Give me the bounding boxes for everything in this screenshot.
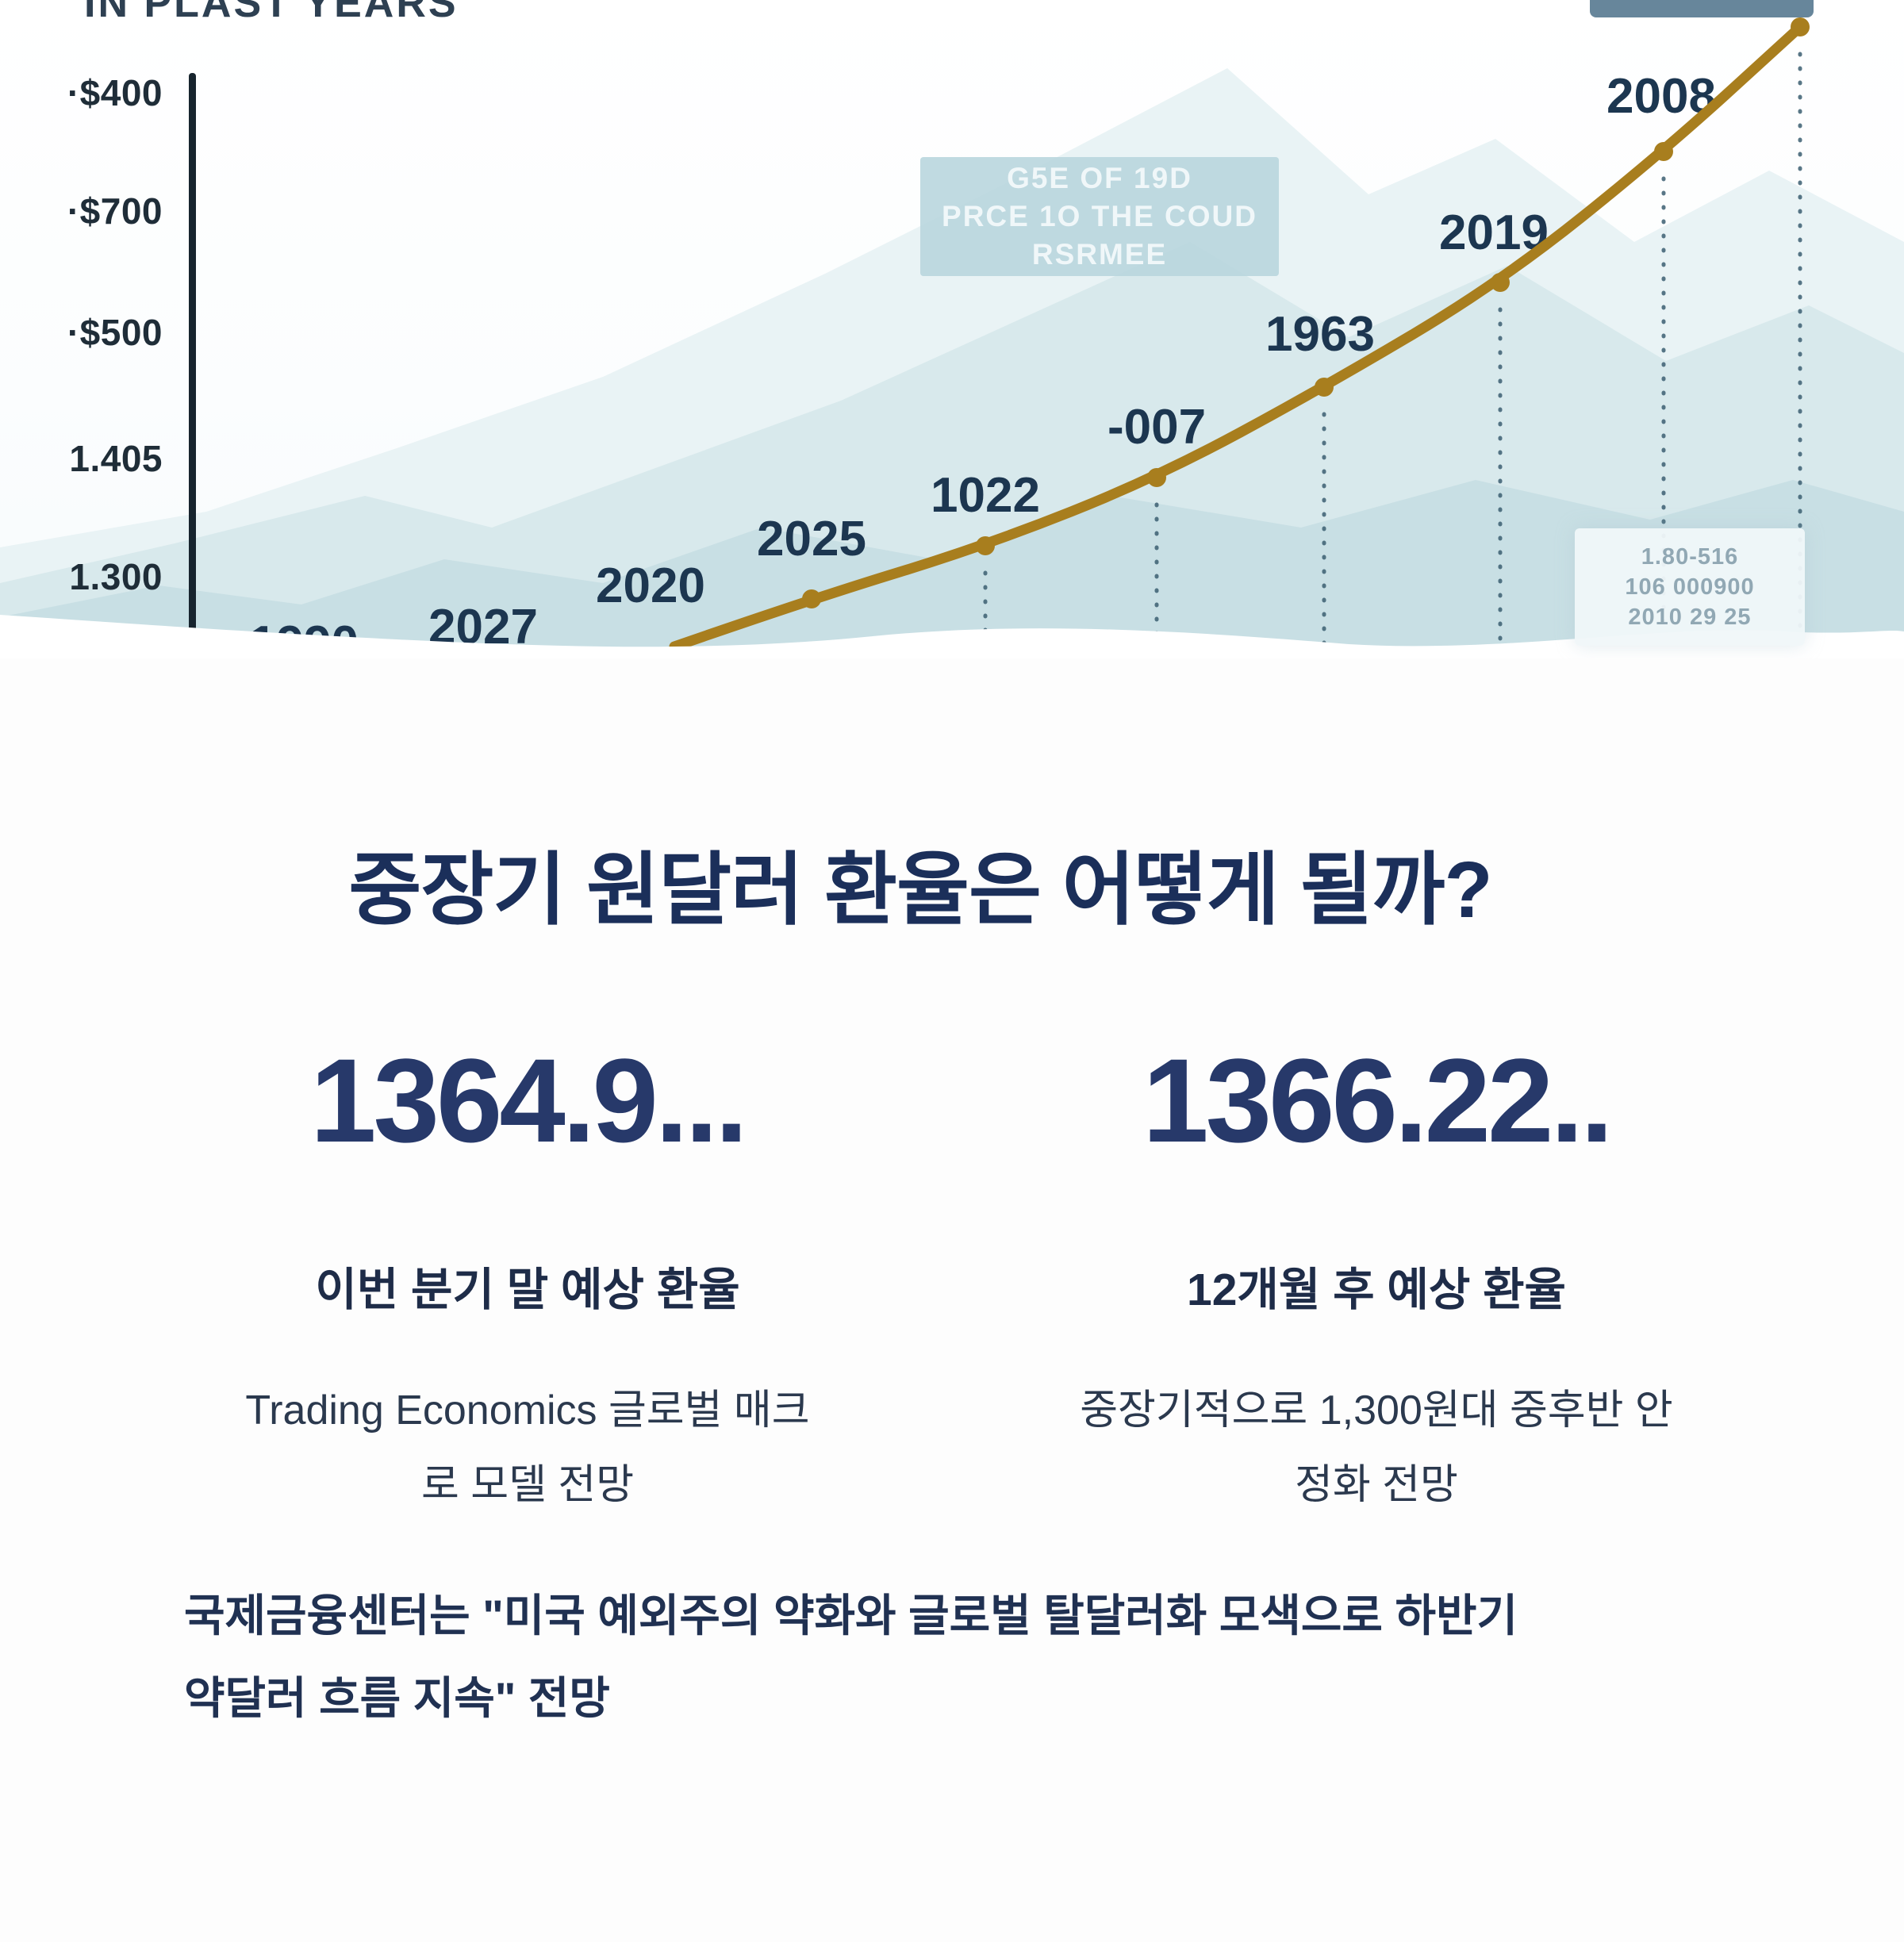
- curve-point-dot: [1654, 142, 1673, 161]
- chart-title: IN PLAST YEARS: [84, 0, 459, 26]
- forecast-desc-quarter-end: Trading Economics 글로벌 매크 로 모델 전망: [119, 1374, 936, 1522]
- curve-point-dot: [976, 536, 995, 555]
- curve-line: [669, 21, 1806, 652]
- y-axis-label: 1.300: [69, 556, 163, 597]
- forecast-card-12-month: 1366.22.. 12개월 후 예상 환율 중장기적으로 1,300원대 중후…: [968, 1041, 1785, 1522]
- annotation-line: PRCE 1O THE COUD: [942, 200, 1257, 232]
- forecast-row: 1364.9... 이번 분기 말 예상 환율 Trading Economic…: [119, 1041, 1785, 1522]
- curve-point-dot: [1147, 468, 1166, 487]
- forecast-desc-12-month: 중장기적으로 1,300원대 중후반 안 정화 전망: [968, 1374, 1785, 1522]
- forecast-value-quarter-end: 1364.9...: [310, 1034, 748, 1167]
- chart-stats-box: 1.80-516 106 000900 2010 29 25: [1575, 528, 1805, 646]
- curve-point-dot: [1315, 378, 1334, 397]
- y-axis-label: 1.405: [69, 438, 163, 479]
- y-axis-label: ·$700: [67, 190, 163, 232]
- year-label: 1963: [1265, 307, 1375, 362]
- analyst-note-line: 국제금융센터는 "미국 예외주의 약화와 글로벌 탈달러화 모색으로 하반기: [184, 1591, 1518, 1641]
- curve-point-dot: [802, 589, 821, 608]
- year-label: 2020: [596, 558, 705, 613]
- forecast-label-quarter-end: 이번 분기 말 예상 환율: [315, 1265, 740, 1315]
- forecast-desc-line: 중장기적으로 1,300원대 중후반 안: [1080, 1387, 1673, 1433]
- y-axis-label: ·$500: [67, 312, 163, 353]
- forecast-value-12-month: 1366.22..: [1142, 1034, 1614, 1167]
- y-axis-label: ·$400: [67, 72, 163, 113]
- curve-point-dot: [1491, 273, 1510, 292]
- year-label: 1022: [931, 468, 1040, 523]
- forecast-desc-line: 정화 전망: [1295, 1461, 1458, 1508]
- stats-line: 1.80-516: [1641, 543, 1739, 570]
- analyst-note-line: 약달러 흐름 지속" 전망: [184, 1672, 610, 1723]
- forecast-card-quarter-end: 1364.9... 이번 분기 말 예상 환율 Trading Economic…: [119, 1041, 936, 1522]
- annotation-line: G5E OF 19D: [1007, 162, 1192, 194]
- year-label: -007: [1107, 400, 1207, 455]
- chart-annotation-box: G5E OF 19D PRCE 1O THE COUD RSRMEE: [920, 157, 1279, 276]
- curve-point-dot: [1791, 17, 1810, 36]
- forecast-desc-line: Trading Economics 글로벌 매크: [245, 1387, 810, 1433]
- y-axis-line: [189, 73, 196, 635]
- stats-line: 106 000900: [1625, 574, 1755, 600]
- stats-line: 2010 29 25: [1628, 604, 1752, 630]
- wave-divider: [0, 615, 1904, 658]
- mountain-background: [0, 68, 1904, 658]
- chart-section: IN PLAST YEARS ·$400 ·$700 ·$500 1.405 1.300…: [0, 0, 1904, 658]
- page-title: 중장기 원달러 환율은 어떻게 될까?: [348, 846, 1492, 935]
- forecast-desc-line: 로 모델 전망: [420, 1461, 635, 1508]
- analyst-note: 국제금융센터는 "미국 예외주의 약화와 글로벌 탈달러화 모색으로 하반기 약…: [184, 1575, 1518, 1739]
- year-label: 2025: [757, 512, 866, 566]
- forecast-label-12-month: 12개월 후 예상 환율: [1187, 1265, 1566, 1315]
- y-axis-labels: ·$400 ·$700 ·$500 1.405 1.300: [0, 0, 171, 658]
- annotation-line: RSRMEE: [1031, 238, 1168, 271]
- clipped-top-right-element: [1590, 0, 1814, 17]
